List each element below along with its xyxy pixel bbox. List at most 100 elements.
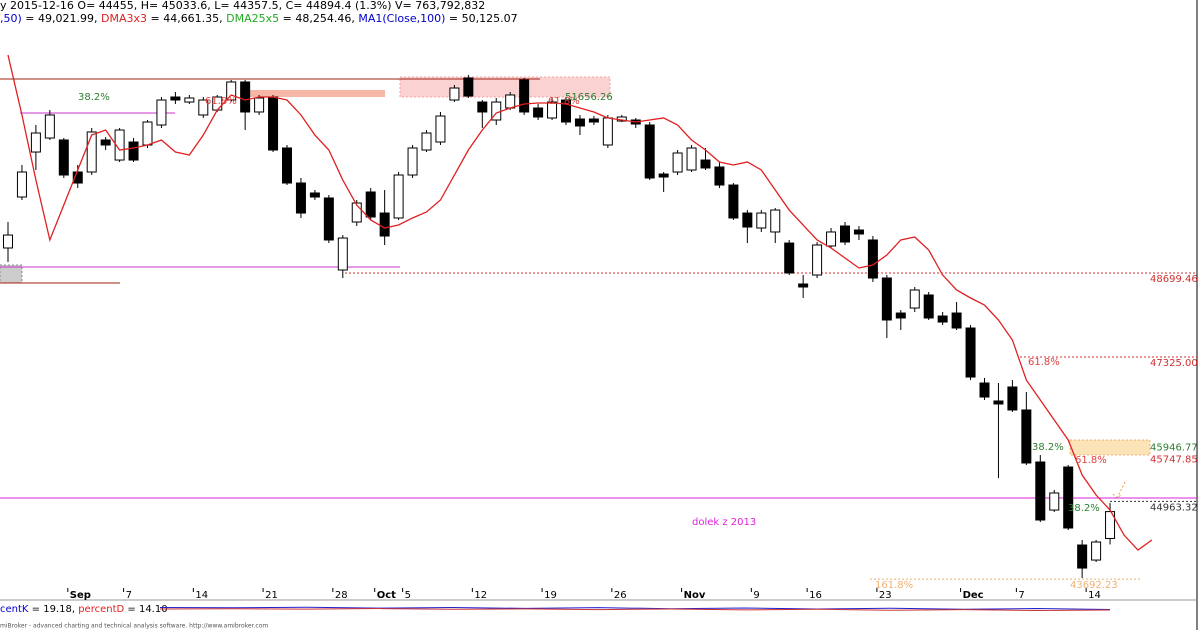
- x-tick-label: 5: [405, 590, 411, 601]
- candle-body: [895, 312, 906, 319]
- legend-entry: DMA25x5: [226, 12, 279, 25]
- footer: miBroker - advanced charting and technic…: [0, 623, 268, 630]
- annotation: 61.8%: [1028, 357, 1060, 368]
- oscillator-label: percentD: [78, 604, 124, 615]
- candle-body: [58, 139, 69, 176]
- candle-body: [1035, 461, 1046, 521]
- x-tick-label: 21: [265, 590, 278, 601]
- legend-entry: ,50): [0, 12, 22, 25]
- candle-body: [561, 99, 571, 123]
- candle-body: [937, 315, 948, 323]
- candle-body: [881, 277, 892, 321]
- candle-body: [156, 99, 167, 126]
- x-tick-label: 19: [544, 590, 557, 601]
- level-label: 44963.32: [1150, 502, 1198, 513]
- annotation: 38.2%: [78, 92, 110, 103]
- annotation: 51656.26: [565, 92, 613, 103]
- candle-body: [114, 129, 125, 161]
- candle-body: [184, 97, 195, 103]
- x-tick-label: 14: [1088, 590, 1101, 601]
- candle-body: [798, 283, 809, 288]
- oscillator-label: = 19.18,: [28, 604, 78, 615]
- candle-body: [393, 174, 404, 219]
- candle-body: [505, 94, 516, 109]
- candle-body: [644, 124, 655, 179]
- candle-body: [993, 400, 1004, 405]
- candle-body: [909, 289, 920, 309]
- candle-body: [979, 382, 990, 398]
- candle-body: [1105, 511, 1116, 539]
- candle-body: [407, 147, 418, 176]
- moving-average: [7, 54, 1153, 551]
- x-tick-label: 23: [879, 590, 892, 601]
- candle-body: [295, 182, 306, 214]
- legend-entry: = 49,021.99,: [22, 12, 101, 25]
- x-tick-label: Dec: [963, 590, 984, 601]
- candle-body: [30, 132, 41, 153]
- candle-body: [728, 184, 739, 219]
- candle-body: [365, 191, 376, 218]
- candle-body: [965, 327, 976, 378]
- oscillator-legend: centK = 19.18, percentD = 14.10: [0, 604, 168, 615]
- candle-body: [770, 209, 781, 233]
- x-tick-label: Nov: [684, 590, 706, 601]
- candle-body: [268, 96, 279, 151]
- candle-body: [519, 79, 530, 113]
- legend-entry: MA1(Close,100): [358, 12, 445, 25]
- annotation: 38.2%: [1032, 442, 1064, 453]
- candle-body: [86, 131, 97, 173]
- candle-body: [449, 87, 460, 101]
- header: y 2015-12-16 O= 44455, H= 45033.6, L= 44…: [0, 0, 485, 12]
- candle-body: [867, 239, 878, 279]
- candle-body: [1063, 466, 1074, 529]
- annotation: 38.2%: [1068, 503, 1100, 514]
- candle-body: [756, 212, 767, 229]
- level-label: 45946.77: [1150, 442, 1198, 453]
- support-zone: [0, 264, 23, 284]
- annotation: 61.8%: [205, 96, 237, 107]
- x-tick-label: 7: [126, 590, 132, 601]
- arrow: [1112, 481, 1126, 499]
- annotation: 61.8%: [548, 96, 580, 107]
- candle-body: [658, 173, 669, 178]
- candle-body: [1007, 386, 1018, 411]
- annotation: dolek z 2013: [692, 517, 756, 528]
- candle-body: [16, 171, 27, 198]
- candle-body: [128, 141, 139, 161]
- candle-body: [812, 244, 823, 276]
- candle-body: [588, 118, 599, 123]
- candle-body: [72, 171, 83, 184]
- x-tick-label: Oct: [377, 590, 396, 601]
- x-tick-label: 12: [474, 590, 487, 601]
- candle-body: [142, 121, 153, 146]
- candle-body: [309, 192, 320, 198]
- candle-body: [840, 225, 850, 243]
- legend: ,50) = 49,021.99, DMA3x3 = 44,661.35, DM…: [0, 12, 518, 25]
- legend-entry: = 48,254.46,: [279, 12, 358, 25]
- legend-entry: = 44,661.35,: [147, 12, 226, 25]
- candle-body: [700, 159, 711, 169]
- candle-body: [3, 234, 13, 249]
- annotation: 61.8%: [1075, 455, 1107, 466]
- candle-body: [421, 132, 432, 151]
- candle-body: [686, 147, 697, 171]
- candle-body: [923, 294, 934, 319]
- candle-body: [826, 231, 837, 247]
- level-label: 43692.23: [1070, 580, 1118, 591]
- candle-body: [547, 101, 558, 119]
- x-tick-label: Sep: [70, 590, 91, 601]
- candle-body: [198, 99, 209, 116]
- candle-body: [1049, 492, 1060, 511]
- oscillator-line: [159, 608, 1111, 612]
- legend-entry: = 50,125.07: [445, 12, 517, 25]
- candle-body: [254, 97, 265, 113]
- candle-body: [100, 139, 111, 146]
- candle-body: [1021, 409, 1032, 464]
- legend-entry: DMA3x3: [101, 12, 147, 25]
- x-tick-label: 28: [335, 590, 348, 601]
- target-zone: [1069, 439, 1151, 456]
- candle-body: [477, 101, 488, 113]
- candle-body: [951, 312, 962, 329]
- candle-body: [602, 117, 613, 146]
- candle-body: [672, 152, 683, 173]
